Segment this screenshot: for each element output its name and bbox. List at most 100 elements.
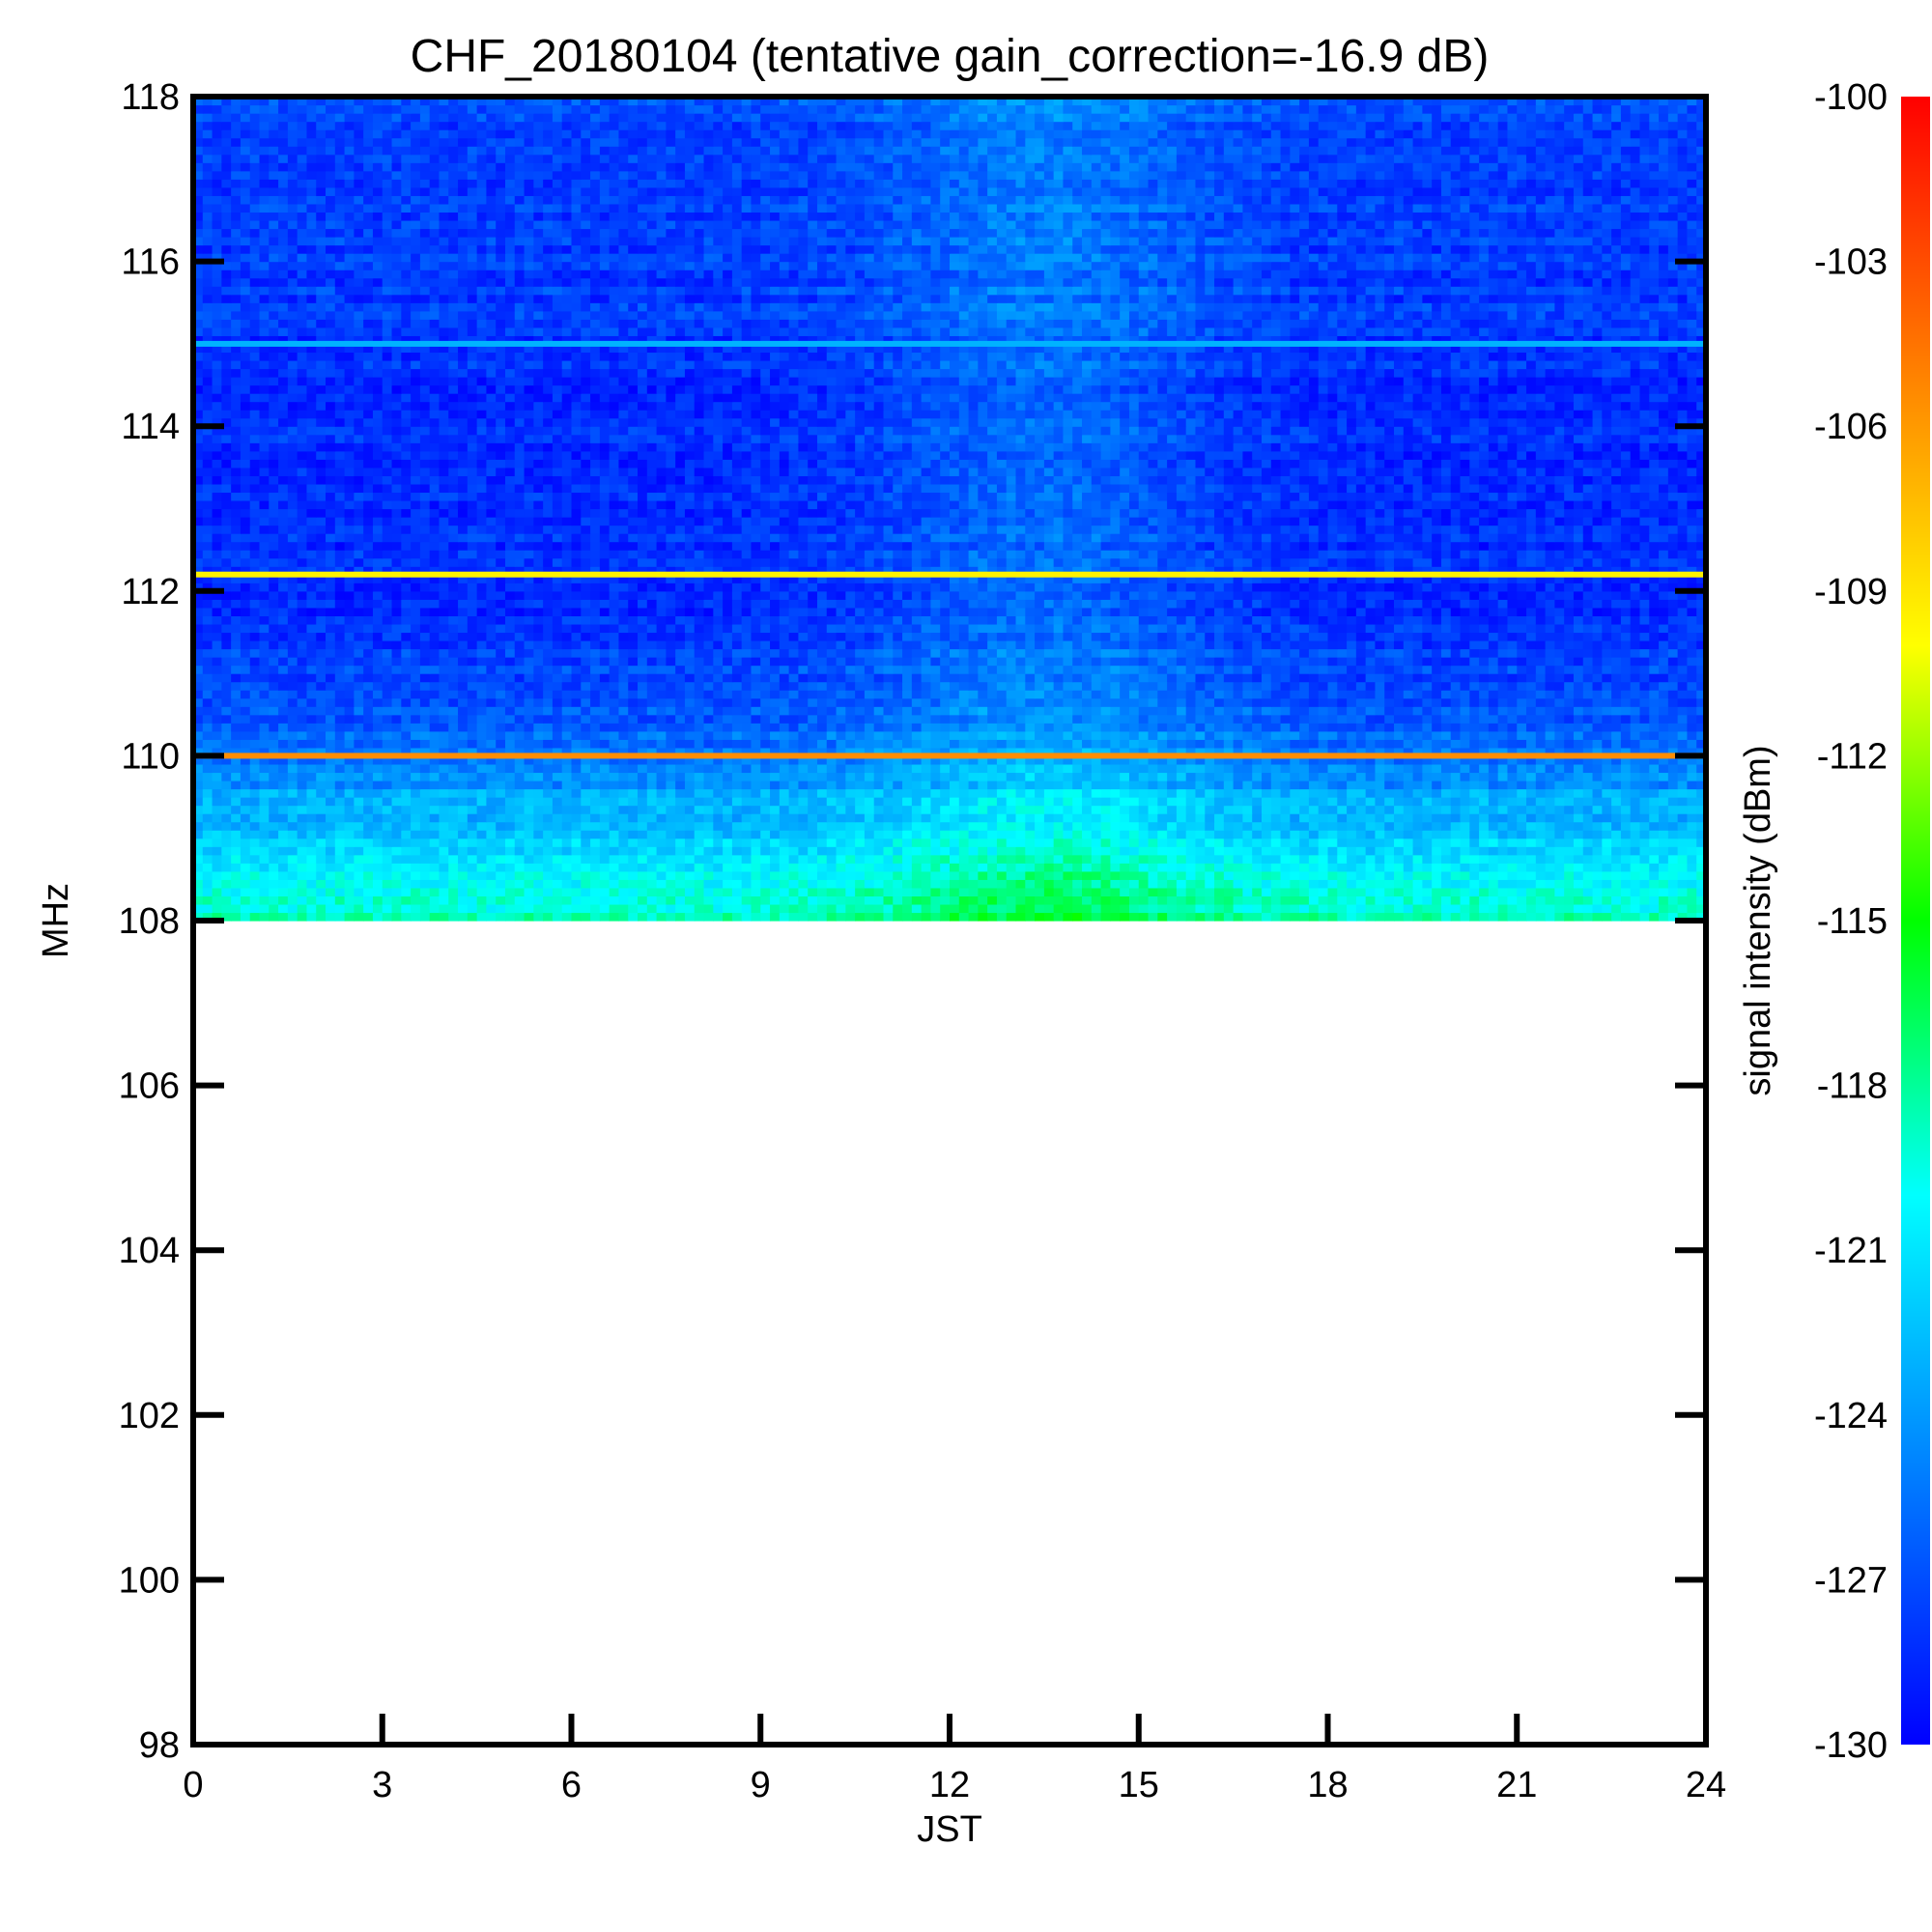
heatmap-cell — [504, 788, 516, 798]
heatmap-cell — [1440, 821, 1452, 831]
heatmap-cell — [1270, 690, 1282, 699]
heatmap-cell — [372, 870, 384, 880]
heatmap-cell — [467, 863, 478, 872]
heatmap-cell — [590, 879, 601, 889]
heatmap-cell — [1611, 673, 1622, 683]
heatmap-cell — [212, 879, 222, 889]
heatmap-cell — [1280, 870, 1291, 880]
heatmap-cell — [1157, 690, 1168, 699]
heatmap-cell — [552, 854, 563, 864]
heatmap-cell — [1440, 665, 1452, 674]
heatmap-cell — [684, 665, 696, 674]
heatmap-cell — [987, 903, 998, 914]
heatmap-cell — [1025, 755, 1036, 765]
heatmap-cell — [770, 730, 781, 740]
heatmap-cell — [950, 788, 960, 798]
heatmap-cell — [1327, 697, 1338, 707]
heatmap-cell — [599, 846, 611, 856]
heatmap-cell — [1327, 863, 1338, 872]
heatmap-cell — [921, 714, 932, 724]
heatmap-cell — [458, 830, 469, 839]
heatmap-cell — [411, 763, 421, 774]
heatmap-cell — [1082, 821, 1093, 831]
heatmap-cell — [864, 730, 875, 740]
heatmap-cell — [571, 846, 582, 856]
heatmap-cell — [212, 690, 222, 699]
heatmap-cell — [798, 747, 809, 756]
heatmap-cell — [212, 887, 222, 897]
heatmap-cell — [259, 723, 270, 732]
heatmap-cell — [533, 805, 544, 814]
heatmap-cell — [723, 813, 733, 823]
heatmap-cell — [921, 763, 932, 774]
heatmap-cell — [1299, 863, 1310, 872]
heatmap-cell — [703, 903, 714, 914]
heatmap-cell — [382, 805, 393, 814]
heatmap-cell — [1355, 887, 1367, 897]
heatmap-cell — [476, 739, 488, 749]
heatmap-cell — [1384, 895, 1395, 905]
heatmap-cell — [1432, 673, 1442, 683]
heatmap-cell — [930, 863, 941, 872]
heatmap-cell — [1450, 879, 1462, 889]
heatmap-cell — [1620, 706, 1632, 716]
heatmap-cell — [694, 903, 705, 914]
heatmap-cell — [590, 887, 601, 897]
heatmap-cell — [609, 895, 620, 905]
heatmap-cell — [467, 870, 478, 880]
heatmap-cell — [1677, 879, 1689, 889]
heatmap-cell — [751, 870, 761, 880]
heatmap-cell — [703, 912, 714, 922]
heatmap-cell — [1479, 772, 1490, 781]
heatmap-cell — [287, 887, 298, 897]
heatmap-cell — [363, 821, 374, 831]
heatmap-cell — [1432, 854, 1442, 864]
heatmap-cell — [1072, 690, 1083, 699]
heatmap-cell — [940, 714, 951, 724]
heatmap-cell — [249, 797, 261, 807]
heatmap-cell — [1365, 706, 1377, 716]
heatmap-cell — [628, 838, 639, 847]
heatmap-cell — [968, 903, 979, 914]
heatmap-cell — [1630, 879, 1641, 889]
heatmap-cell — [731, 673, 743, 683]
heatmap-cell — [1290, 879, 1300, 889]
heatmap-cell — [1526, 870, 1537, 880]
heatmap-cell — [231, 780, 242, 790]
heatmap-cell — [1422, 772, 1433, 781]
heatmap-cell — [297, 739, 308, 749]
heatmap-cell — [496, 665, 506, 674]
heatmap-cell — [1347, 690, 1357, 699]
heatmap-cell — [1696, 912, 1707, 922]
heatmap-cell — [1223, 747, 1235, 756]
heatmap-cell — [1290, 665, 1300, 674]
heatmap-cell — [561, 903, 573, 914]
heatmap-cell — [1110, 690, 1121, 699]
heatmap-cell — [1667, 821, 1679, 831]
heatmap-cell — [684, 690, 696, 699]
heatmap-cell — [873, 714, 885, 724]
heatmap-cell — [638, 805, 648, 814]
heatmap-cell — [1025, 887, 1036, 897]
heatmap-cell — [354, 813, 364, 823]
heatmap-cell — [316, 854, 327, 864]
heatmap-cell — [590, 838, 601, 847]
heatmap-cell — [638, 854, 648, 864]
heatmap-cell — [1422, 780, 1433, 790]
heatmap-cell — [1223, 788, 1235, 798]
heatmap-cell — [1176, 714, 1187, 724]
heatmap-cell — [372, 673, 384, 683]
heatmap-cell — [731, 863, 743, 872]
heatmap-cell — [864, 673, 875, 683]
heatmap-cell — [1450, 903, 1462, 914]
heatmap-cell — [419, 714, 431, 724]
heatmap-cell — [1696, 739, 1707, 749]
heatmap-cell — [1205, 780, 1215, 790]
heatmap-cell — [1535, 870, 1547, 880]
heatmap-cell — [1582, 912, 1594, 922]
heatmap-cell — [599, 912, 611, 922]
heatmap-cell — [429, 697, 440, 707]
heatmap-cell — [893, 788, 903, 798]
heatmap-cell — [779, 846, 790, 856]
heatmap-cell — [1573, 665, 1584, 674]
